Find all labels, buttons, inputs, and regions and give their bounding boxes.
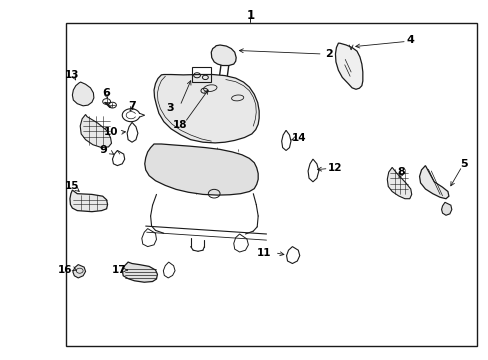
Polygon shape [122, 262, 157, 282]
Text: 8: 8 [396, 167, 404, 177]
Text: 10: 10 [104, 127, 119, 138]
Polygon shape [144, 144, 258, 195]
Polygon shape [211, 45, 236, 66]
Text: 2: 2 [325, 49, 332, 59]
Text: 15: 15 [65, 181, 80, 192]
Bar [66, 23, 476, 346]
Polygon shape [154, 75, 259, 143]
Text: 4: 4 [406, 35, 414, 45]
Polygon shape [419, 166, 448, 199]
Text: 5: 5 [459, 159, 467, 169]
Text: 7: 7 [128, 101, 136, 111]
Text: 16: 16 [58, 265, 72, 275]
Polygon shape [73, 265, 85, 278]
Polygon shape [70, 190, 107, 212]
Polygon shape [72, 82, 94, 106]
Text: 6: 6 [102, 88, 110, 98]
Text: 13: 13 [65, 70, 80, 80]
Text: 17: 17 [111, 265, 126, 275]
Bar [192, 67, 210, 82]
Polygon shape [386, 167, 411, 199]
Text: 18: 18 [172, 120, 187, 130]
Polygon shape [441, 202, 451, 215]
Text: 14: 14 [291, 132, 306, 143]
Polygon shape [80, 114, 111, 148]
Text: 12: 12 [327, 163, 342, 174]
Text: 11: 11 [256, 248, 271, 258]
Text: 1: 1 [246, 9, 254, 22]
Polygon shape [335, 43, 362, 89]
Text: 9: 9 [100, 145, 107, 156]
Text: 3: 3 [165, 103, 173, 113]
